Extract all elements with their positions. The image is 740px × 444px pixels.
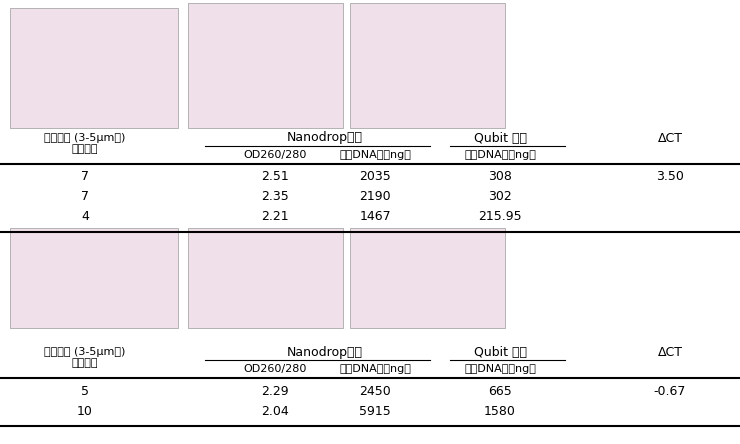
- Text: -0.67: -0.67: [654, 385, 686, 397]
- Text: 308: 308: [488, 170, 512, 183]
- Text: OD260/280: OD260/280: [243, 150, 306, 160]
- Text: Qubit 測定: Qubit 測定: [474, 131, 526, 144]
- Text: 5915: 5915: [359, 404, 391, 417]
- Text: 5: 5: [81, 385, 89, 397]
- Text: 2.04: 2.04: [261, 404, 289, 417]
- Text: 抽出DNA量（ng）: 抽出DNA量（ng）: [339, 150, 411, 160]
- Text: Nanodrop測定: Nanodrop測定: [287, 345, 363, 358]
- Text: 2.35: 2.35: [261, 190, 289, 203]
- Bar: [188, 3, 343, 128]
- Text: 2450: 2450: [359, 385, 391, 397]
- Text: 665: 665: [488, 385, 512, 397]
- Text: 3.50: 3.50: [656, 170, 684, 183]
- Text: 2.29: 2.29: [261, 385, 289, 397]
- Text: Qubit 測定: Qubit 測定: [474, 345, 526, 358]
- Bar: [10, 228, 178, 328]
- Text: 2035: 2035: [359, 170, 391, 183]
- Text: 10: 10: [77, 404, 93, 417]
- Text: 302: 302: [488, 190, 512, 203]
- Text: ルーチン (3-5μm厚): ルーチン (3-5μm厚): [44, 133, 126, 143]
- Text: 1467: 1467: [359, 210, 391, 223]
- Text: ΔCT: ΔCT: [658, 131, 682, 144]
- Text: 標本枚数: 標本枚数: [72, 358, 98, 368]
- Text: 2190: 2190: [359, 190, 391, 203]
- Text: OD260/280: OD260/280: [243, 364, 306, 374]
- Text: 抽出DNA量（ng）: 抽出DNA量（ng）: [464, 150, 536, 160]
- Text: ΔCT: ΔCT: [658, 345, 682, 358]
- Bar: [10, 8, 178, 128]
- Text: 1580: 1580: [484, 404, 516, 417]
- Text: 2.51: 2.51: [261, 170, 289, 183]
- Text: 215.95: 215.95: [478, 210, 522, 223]
- Bar: [188, 228, 343, 328]
- Bar: [350, 3, 505, 128]
- Text: Nanodrop測定: Nanodrop測定: [287, 131, 363, 144]
- Text: ルーチン (3-5μm厚): ルーチン (3-5μm厚): [44, 347, 126, 357]
- Text: 抽出DNA量（ng）: 抽出DNA量（ng）: [339, 364, 411, 374]
- Text: 標本枚数: 標本枚数: [72, 144, 98, 154]
- Text: 抽出DNA量（ng）: 抽出DNA量（ng）: [464, 364, 536, 374]
- Text: 7: 7: [81, 170, 89, 183]
- Bar: [350, 228, 505, 328]
- Text: 2.21: 2.21: [261, 210, 289, 223]
- Text: 4: 4: [81, 210, 89, 223]
- Text: 7: 7: [81, 190, 89, 203]
